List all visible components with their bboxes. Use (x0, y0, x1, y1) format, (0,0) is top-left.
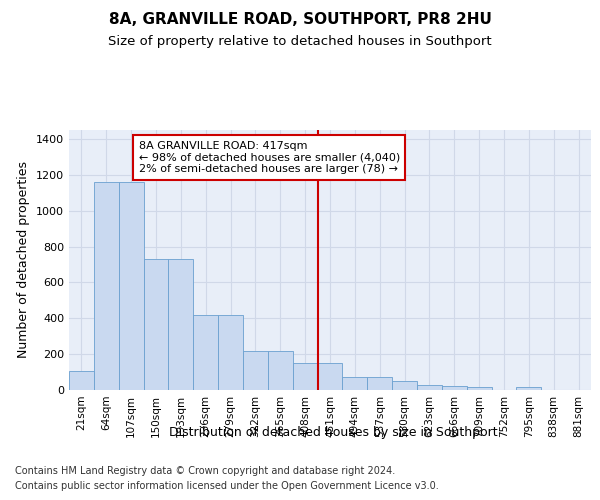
Text: Contains HM Land Registry data © Crown copyright and database right 2024.: Contains HM Land Registry data © Crown c… (15, 466, 395, 476)
Bar (143, 259, 169, 390)
Bar (343, 378, 367, 390)
Text: Contains public sector information licensed under the Open Government Licence v3: Contains public sector information licen… (15, 481, 439, 491)
Bar (94, 182, 119, 390)
Bar (193, 314, 218, 390)
Bar (517, 388, 541, 390)
Bar (417, 384, 442, 390)
Bar (243, 352, 268, 390)
Bar (367, 378, 392, 390)
Bar (442, 386, 467, 390)
Text: Size of property relative to detached houses in Southport: Size of property relative to detached ho… (108, 35, 492, 48)
Bar (69, 371, 94, 390)
Bar (467, 388, 491, 390)
Text: 8A GRANVILLE ROAD: 417sqm
← 98% of detached houses are smaller (4,040)
2% of sem: 8A GRANVILLE ROAD: 417sqm ← 98% of detac… (139, 141, 400, 174)
Y-axis label: Number of detached properties: Number of detached properties (17, 162, 31, 358)
Bar (317, 363, 343, 390)
Bar (392, 381, 417, 390)
Text: Distribution of detached houses by size in Southport: Distribution of detached houses by size … (169, 426, 497, 439)
Bar (169, 259, 193, 390)
Bar (119, 182, 143, 390)
Text: 8A, GRANVILLE ROAD, SOUTHPORT, PR8 2HU: 8A, GRANVILLE ROAD, SOUTHPORT, PR8 2HU (109, 12, 491, 28)
Bar (218, 314, 243, 390)
Bar (293, 363, 317, 390)
Bar (268, 352, 293, 390)
